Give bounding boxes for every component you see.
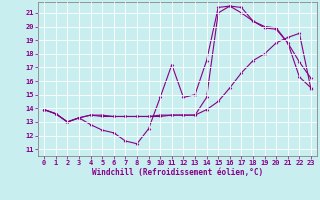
X-axis label: Windchill (Refroidissement éolien,°C): Windchill (Refroidissement éolien,°C) bbox=[92, 168, 263, 177]
